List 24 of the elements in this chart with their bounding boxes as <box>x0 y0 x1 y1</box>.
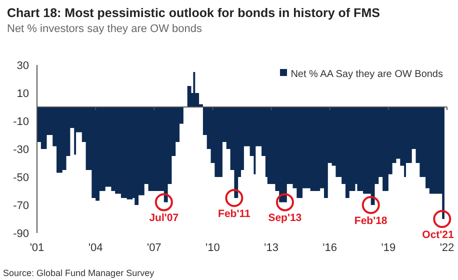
annotation: Jul'07 <box>149 212 179 224</box>
annotation: Oct'21 <box>422 229 454 241</box>
x-tick-label: '07 <box>146 242 162 254</box>
y-tick-label: 30 <box>16 60 29 72</box>
y-tick-label: -10 <box>13 116 29 128</box>
annotation: Feb'11 <box>218 208 250 220</box>
y-tick-label: -90 <box>13 228 29 240</box>
x-tick-label: '04 <box>88 242 103 254</box>
chart-subtitle: Net % investors say they are OW bonds <box>7 23 203 35</box>
x-tick-label: '19 <box>381 242 396 254</box>
annotation: Sep'13 <box>268 212 302 224</box>
chart-title: Chart 18: Most pessimistic outlook for bonds in history of FMS <box>7 6 380 20</box>
source-note: Source: Global Fund Manager Survey <box>3 268 155 278</box>
y-tick-label: -30 <box>13 144 29 156</box>
legend-label: Net % AA Say they are OW Bonds <box>290 69 443 80</box>
x-tick-label: '22 <box>440 242 454 254</box>
x-tick-label: '13 <box>264 242 278 254</box>
y-tick-label: -50 <box>13 172 29 184</box>
y-tick-label: 10 <box>16 88 29 100</box>
x-tick-label: '16 <box>322 242 338 254</box>
annotation: Feb'18 <box>354 215 388 227</box>
x-tick-label: '01 <box>30 242 44 254</box>
y-tick-label: -70 <box>13 200 29 212</box>
x-tick-label: '10 <box>206 242 220 254</box>
